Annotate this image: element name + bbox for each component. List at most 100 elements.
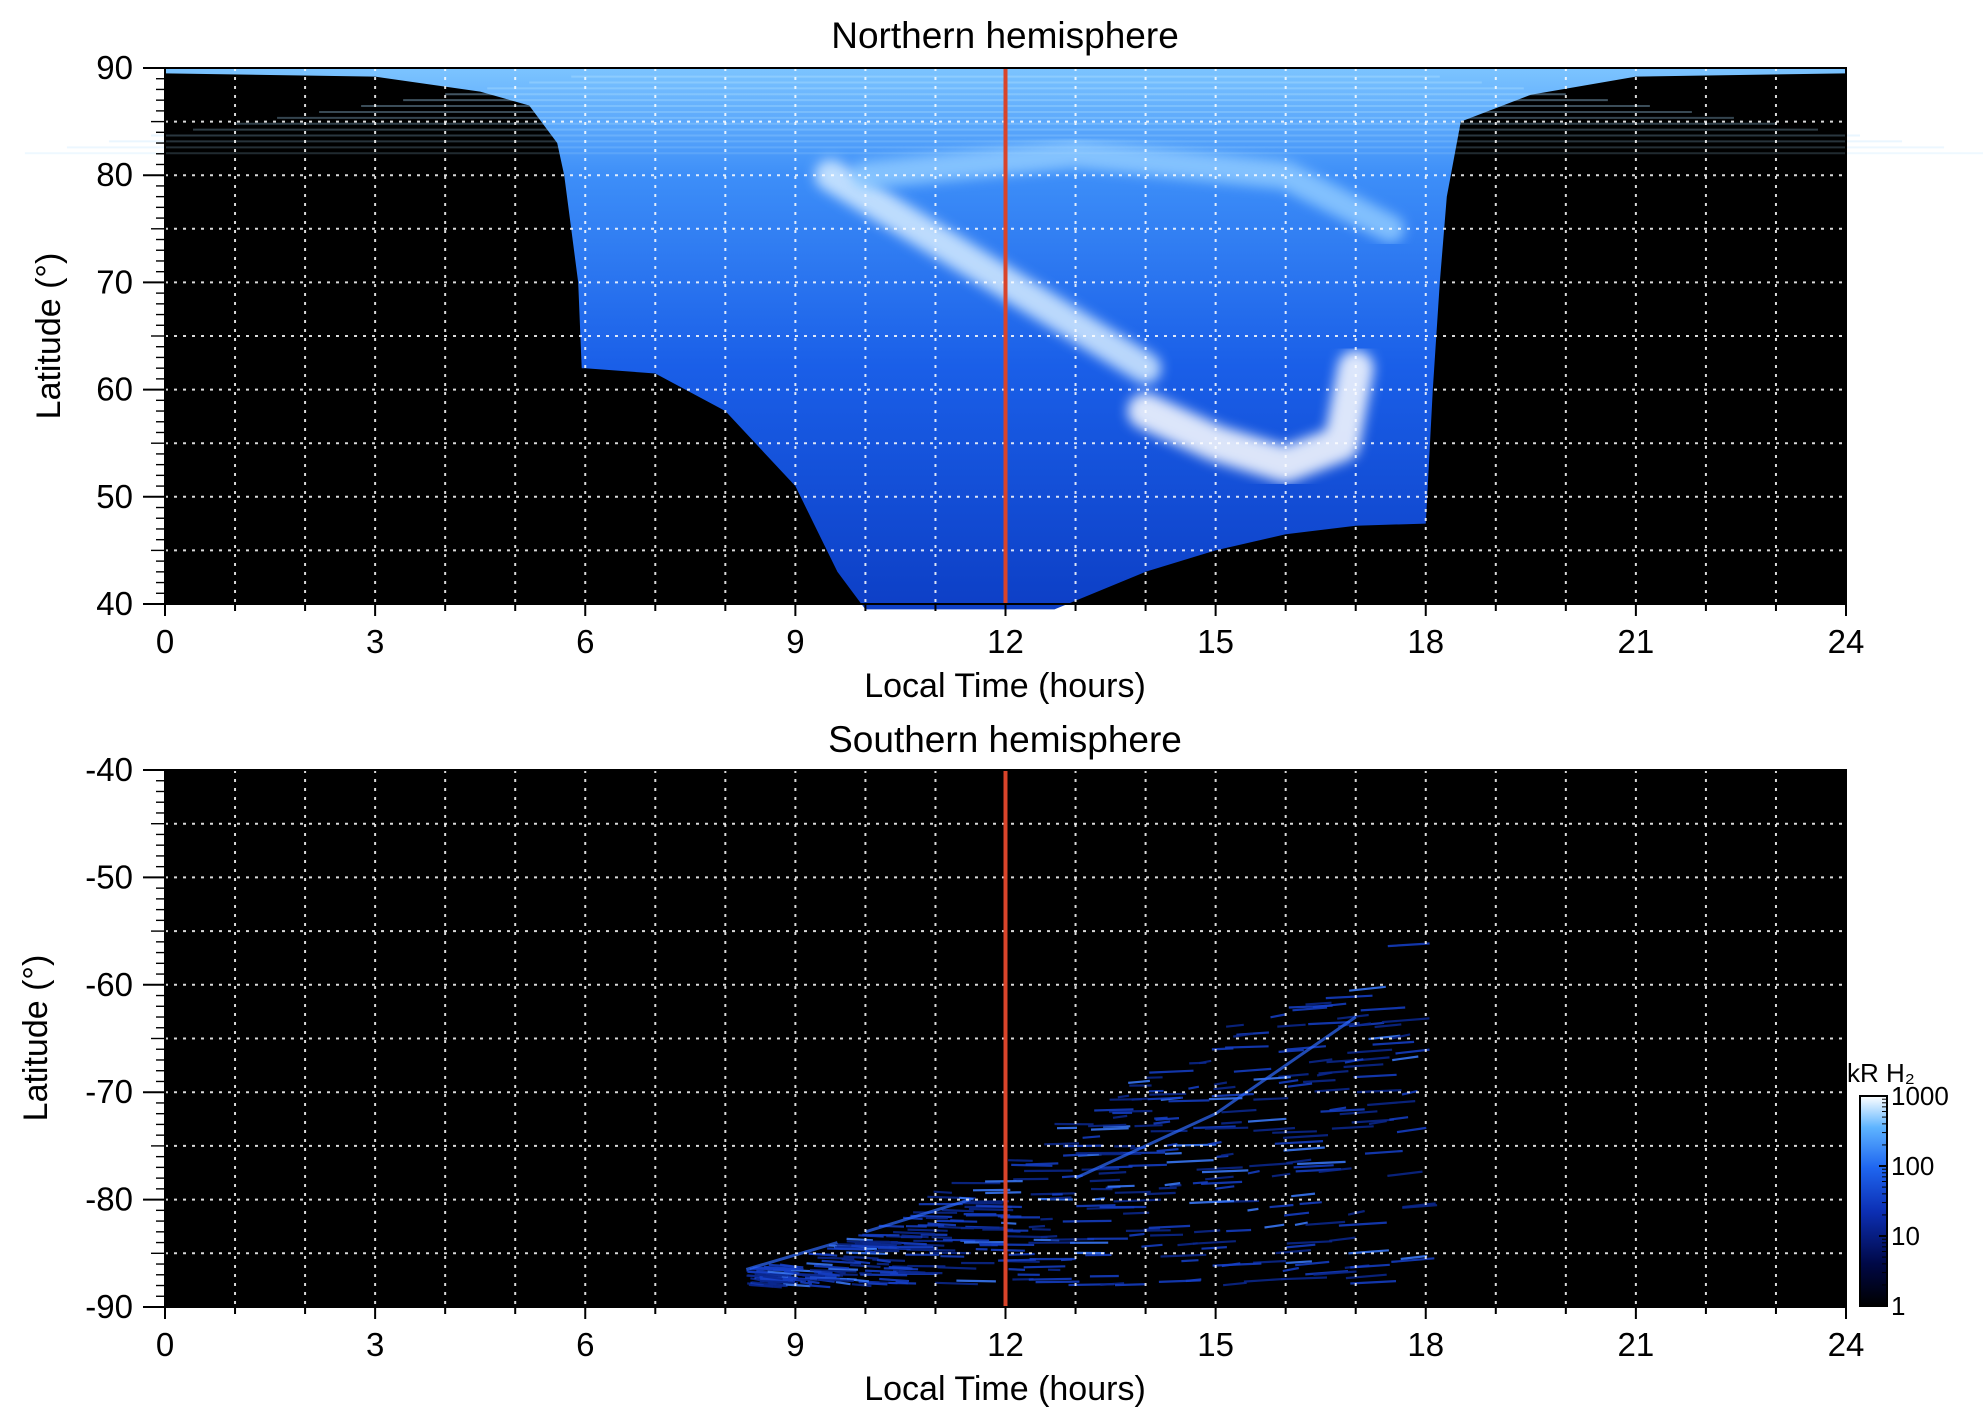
south-streak xyxy=(843,1255,879,1260)
south-streak xyxy=(813,1270,833,1274)
south-streak xyxy=(1128,1079,1151,1084)
south-streak xyxy=(950,1219,964,1222)
north-ytick-label: 50 xyxy=(96,478,133,515)
south-streak xyxy=(1343,1063,1384,1069)
south-streak xyxy=(942,1238,990,1242)
south-streak xyxy=(1089,1178,1120,1183)
north-ylabel: Latitude (°) xyxy=(30,253,68,420)
south-streak xyxy=(898,1269,911,1273)
colorbar-ticks: 1 10 100 1000 xyxy=(1879,1081,1949,1321)
south-streak xyxy=(860,1273,908,1277)
south-streak xyxy=(1221,1108,1257,1114)
south-streak xyxy=(1389,1116,1409,1121)
south-streak xyxy=(851,1283,872,1288)
south-streak xyxy=(1347,1048,1393,1054)
south-streak xyxy=(1207,1140,1222,1146)
south-streak xyxy=(1253,1259,1287,1264)
south-xtick-label: 0 xyxy=(156,1326,174,1363)
south-streak xyxy=(756,1277,773,1283)
south-streak xyxy=(1028,1224,1046,1229)
south-ytick-label: -60 xyxy=(85,966,133,1003)
south-streak xyxy=(841,1258,856,1263)
north-xtick-label: 3 xyxy=(366,623,384,660)
south-grid xyxy=(165,770,1846,1307)
south-streak xyxy=(1144,1076,1163,1079)
south-streak xyxy=(1320,1108,1365,1113)
south-streak xyxy=(893,1231,936,1235)
south-streak xyxy=(1353,1022,1372,1028)
south-streak xyxy=(1222,1281,1247,1287)
south-streak xyxy=(1108,1109,1153,1113)
south-streak xyxy=(1353,1073,1397,1079)
south-streak xyxy=(1221,1152,1234,1157)
south-streak xyxy=(862,1242,881,1245)
south-streak xyxy=(754,1272,788,1277)
south-streak xyxy=(1082,1135,1101,1139)
south-streak xyxy=(816,1278,854,1282)
south-streak xyxy=(1280,1276,1328,1281)
south-xtick-label: 24 xyxy=(1828,1326,1865,1363)
south-streak xyxy=(1158,1186,1177,1190)
south-streak xyxy=(1188,1085,1200,1090)
south-streak xyxy=(763,1265,804,1271)
south-streak xyxy=(1387,942,1430,948)
south-streak xyxy=(1368,1120,1387,1126)
south-streak xyxy=(1153,1120,1171,1125)
south-streak xyxy=(1314,1087,1350,1093)
south-streak xyxy=(1112,1114,1128,1119)
south-streak xyxy=(1093,1197,1106,1201)
south-streak xyxy=(1131,1097,1148,1101)
south-streak xyxy=(1164,1182,1181,1187)
south-streak xyxy=(886,1235,922,1239)
south-streak xyxy=(1350,1263,1390,1269)
south-streak xyxy=(1189,1199,1235,1205)
south-streak xyxy=(1088,1123,1127,1128)
south-xtick-label: 9 xyxy=(786,1326,804,1363)
south-streak xyxy=(1150,1233,1184,1237)
south-streak xyxy=(1312,1002,1347,1009)
north-xtick-label: 0 xyxy=(156,623,174,660)
south-streak xyxy=(1282,1266,1300,1273)
south-streak xyxy=(1164,1152,1182,1155)
south-streak xyxy=(1299,1201,1322,1206)
south-streak xyxy=(1253,1076,1291,1081)
south-streak xyxy=(858,1234,884,1238)
south-streak xyxy=(1286,1243,1316,1249)
south-streak xyxy=(1297,1160,1346,1166)
south-axes: 0 3 6 9 12 15 18 21 24 -90 -80 -70 -60 -50 -40 xyxy=(85,751,1864,1363)
south-streak xyxy=(1278,1048,1304,1053)
south-streak xyxy=(888,1281,917,1285)
south-streak xyxy=(1233,1032,1254,1038)
south-streak xyxy=(990,1248,1025,1252)
south-streak xyxy=(1204,1126,1249,1130)
south-streak xyxy=(821,1259,862,1265)
south-streak xyxy=(834,1270,846,1275)
south-streak xyxy=(956,1279,996,1283)
south-streak xyxy=(927,1222,957,1227)
south-ylabel: Latitude (°) xyxy=(17,955,55,1122)
south-streak xyxy=(1283,1211,1310,1217)
south-emission-layer xyxy=(745,942,1438,1289)
south-streak xyxy=(1156,1148,1179,1153)
south-streak xyxy=(1294,1221,1308,1226)
south-streak xyxy=(1274,1140,1324,1145)
south-streak xyxy=(867,1282,888,1286)
south-streak xyxy=(1292,1006,1328,1012)
south-streak xyxy=(1400,1254,1428,1261)
south-streak xyxy=(1098,1171,1127,1175)
south-streak xyxy=(1028,1277,1072,1281)
south-streak xyxy=(941,1208,974,1213)
south-streak xyxy=(1107,1184,1135,1188)
south-streak xyxy=(1247,1170,1260,1175)
south-streak xyxy=(1008,1268,1026,1271)
south-streak xyxy=(1185,1278,1202,1283)
south-streak xyxy=(1213,1085,1236,1091)
south-streak xyxy=(979,1242,1007,1246)
south-streak xyxy=(1270,1013,1286,1019)
south-streak xyxy=(1193,1125,1236,1130)
south-streak xyxy=(1293,1164,1334,1169)
south-streak xyxy=(1278,1079,1299,1085)
south-streak xyxy=(1008,1159,1033,1162)
south-streak xyxy=(1114,1190,1151,1194)
south-streak xyxy=(1094,1108,1134,1112)
